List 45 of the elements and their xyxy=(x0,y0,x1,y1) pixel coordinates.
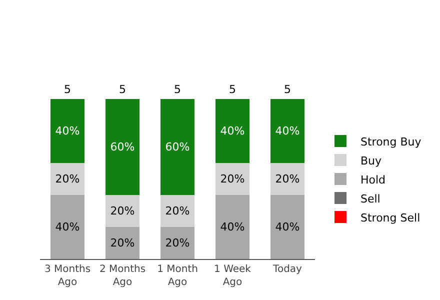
data-label: 20% xyxy=(220,172,245,186)
bar xyxy=(215,195,250,259)
bar xyxy=(270,163,305,195)
bar xyxy=(50,99,85,163)
bar xyxy=(50,163,85,195)
bar xyxy=(105,99,140,195)
data-label: 20% xyxy=(165,204,190,218)
data-label: 20% xyxy=(55,172,80,186)
annotation: 5 xyxy=(64,83,71,96)
annotation: 5 xyxy=(174,83,181,96)
data-label: 40% xyxy=(55,124,80,138)
data-label: 40% xyxy=(55,220,80,234)
legend-label: Sell xyxy=(360,192,380,206)
annotation: 5 xyxy=(229,83,236,96)
x-tick-label: 1 Month Ago xyxy=(157,264,198,288)
data-label: 40% xyxy=(220,220,245,234)
data-label: 60% xyxy=(110,140,135,154)
bar xyxy=(105,227,140,259)
bar xyxy=(215,163,250,195)
bar xyxy=(105,195,140,227)
data-label: 40% xyxy=(220,124,245,138)
annotation: 5 xyxy=(284,83,291,96)
data-label: 20% xyxy=(110,204,135,218)
x-tick-label: 1 Week Ago xyxy=(214,264,252,288)
bar xyxy=(160,195,195,227)
data-label: 20% xyxy=(275,172,300,186)
data-label: 20% xyxy=(110,236,135,250)
data-label: 60% xyxy=(165,140,190,154)
legend-label: Buy xyxy=(360,154,382,168)
bar xyxy=(160,99,195,195)
bar xyxy=(270,195,305,259)
x-tick-label: Today xyxy=(272,264,302,275)
bar xyxy=(160,227,195,259)
x-tick-label: 2 Months Ago xyxy=(99,264,146,288)
legend-label: Hold xyxy=(360,173,386,186)
bar xyxy=(215,99,250,163)
data-label: 40% xyxy=(275,220,300,234)
bar xyxy=(270,99,305,163)
bar xyxy=(50,195,85,259)
data-label: 20% xyxy=(165,236,190,250)
data-label: 40% xyxy=(275,124,300,138)
legend-label: Strong Buy xyxy=(360,135,422,148)
legend-label: Strong Sell xyxy=(360,211,420,224)
x-tick-label: 3 Months Ago xyxy=(44,264,91,288)
annotation: 5 xyxy=(119,83,126,96)
